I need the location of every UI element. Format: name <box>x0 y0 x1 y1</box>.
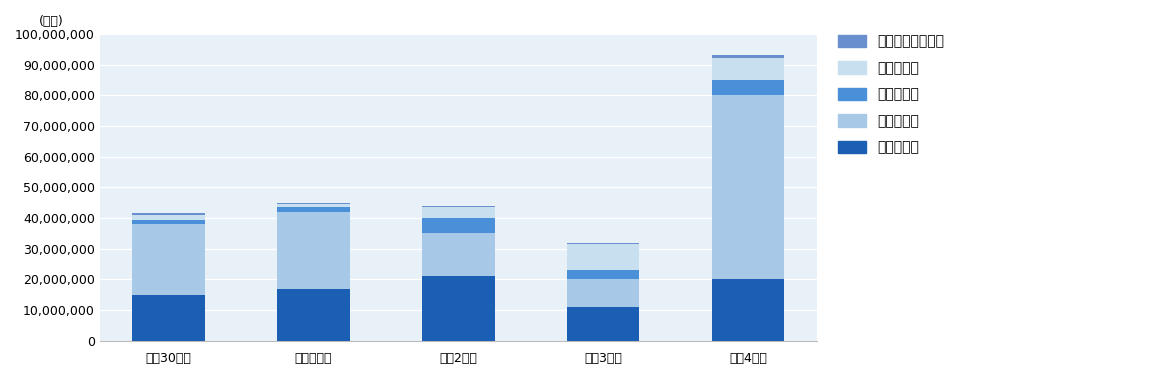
Bar <box>277 207 349 212</box>
Bar <box>567 307 639 341</box>
Bar <box>132 215 205 220</box>
Bar <box>712 95 784 279</box>
Bar <box>132 214 205 215</box>
Bar <box>277 203 349 204</box>
Bar <box>132 295 205 341</box>
Bar <box>567 244 639 270</box>
Bar <box>422 218 494 233</box>
Bar <box>422 233 494 276</box>
Bar <box>712 59 784 80</box>
Bar <box>712 279 784 341</box>
Bar <box>277 212 349 289</box>
Text: (万円): (万円) <box>38 15 64 28</box>
Bar <box>422 206 494 207</box>
Bar <box>567 279 639 307</box>
Bar <box>712 55 784 59</box>
Bar <box>422 207 494 218</box>
Bar <box>567 243 639 244</box>
Bar <box>277 204 349 207</box>
Bar <box>712 80 784 95</box>
Bar <box>132 220 205 224</box>
Bar <box>422 276 494 341</box>
Bar <box>567 270 639 279</box>
Bar <box>277 289 349 341</box>
Bar <box>132 224 205 295</box>
Legend: 技術開示・指導料, 奨学寄付金, 試験研究費, 受託研究費, 共同研究費: 技術開示・指導料, 奨学寄付金, 試験研究費, 受託研究費, 共同研究費 <box>839 35 944 155</box>
